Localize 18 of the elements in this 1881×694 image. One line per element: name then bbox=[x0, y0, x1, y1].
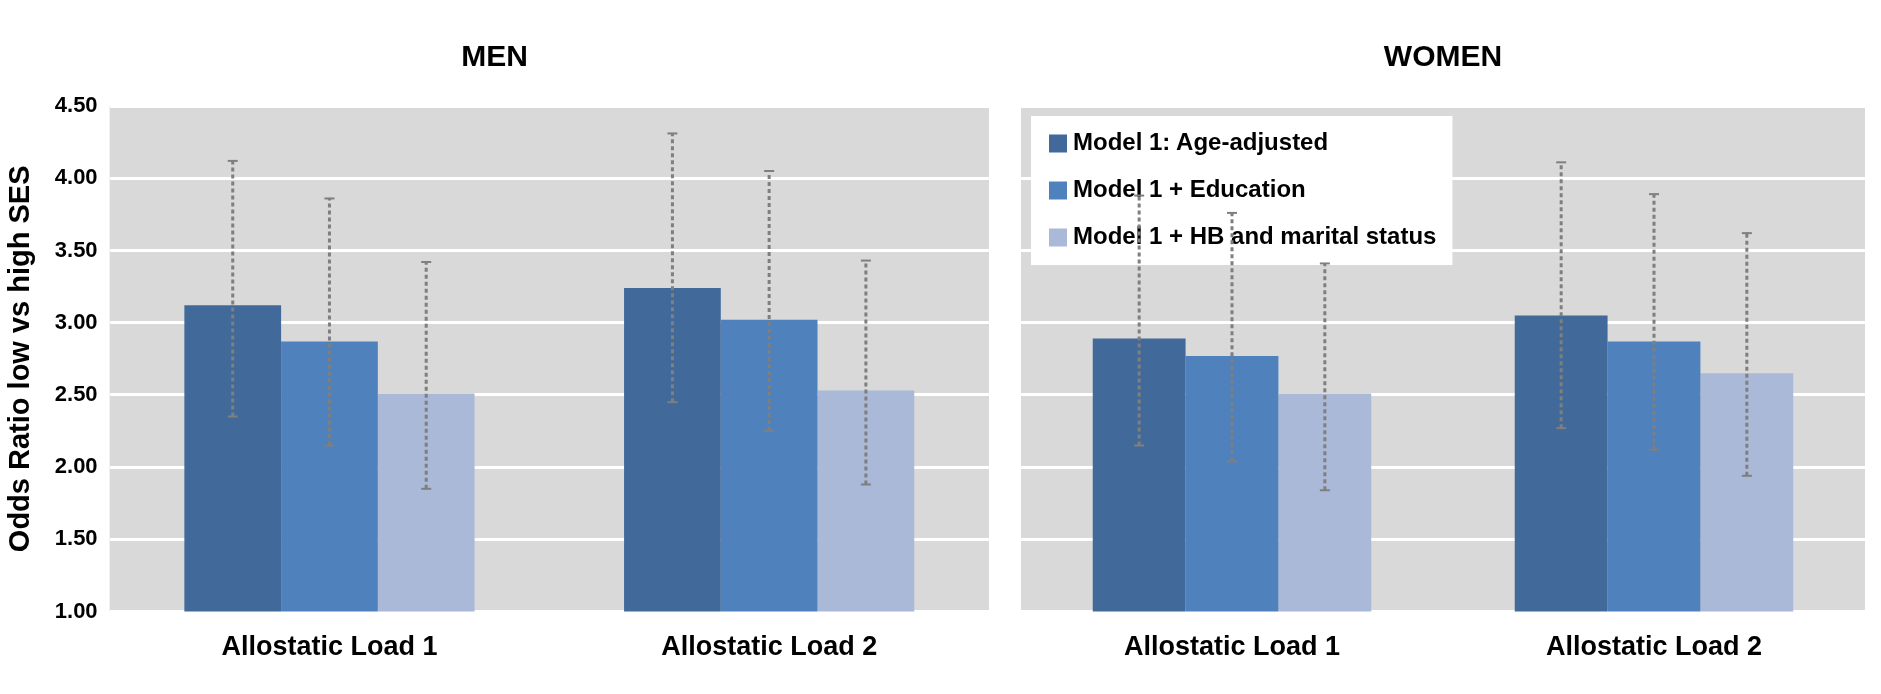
x-tick-label: Allostatic Load 2 bbox=[661, 631, 878, 662]
x-tick-label: Allostatic Load 2 bbox=[1545, 631, 1763, 662]
legend-label: Model 1: Age-adjusted bbox=[1073, 128, 1329, 156]
x-tick-label: Allostatic Load 1 bbox=[221, 631, 438, 662]
x-tick-label: Allostatic Load 1 bbox=[1123, 631, 1341, 662]
y-tick-label: 3.00 bbox=[54, 308, 98, 334]
y-axis-title: Odds Ratio low vs high SES bbox=[3, 165, 36, 553]
chart-title: MEN bbox=[461, 39, 528, 73]
legend-label: Model 1 + Education bbox=[1073, 175, 1306, 203]
y-tick-label: 1.00 bbox=[54, 597, 98, 623]
y-tick-label: 4.50 bbox=[54, 92, 98, 118]
y-tick-label: 2.00 bbox=[54, 453, 98, 479]
y-tick-label: 1.50 bbox=[54, 525, 98, 551]
legend-label: Model 1 + HB and marital status bbox=[1073, 222, 1437, 250]
y-tick-label: 3.50 bbox=[54, 236, 98, 262]
y-tick-label: 4.00 bbox=[54, 164, 98, 190]
chart-title: WOMEN bbox=[1383, 39, 1503, 73]
y-tick-label: 2.50 bbox=[54, 380, 98, 406]
